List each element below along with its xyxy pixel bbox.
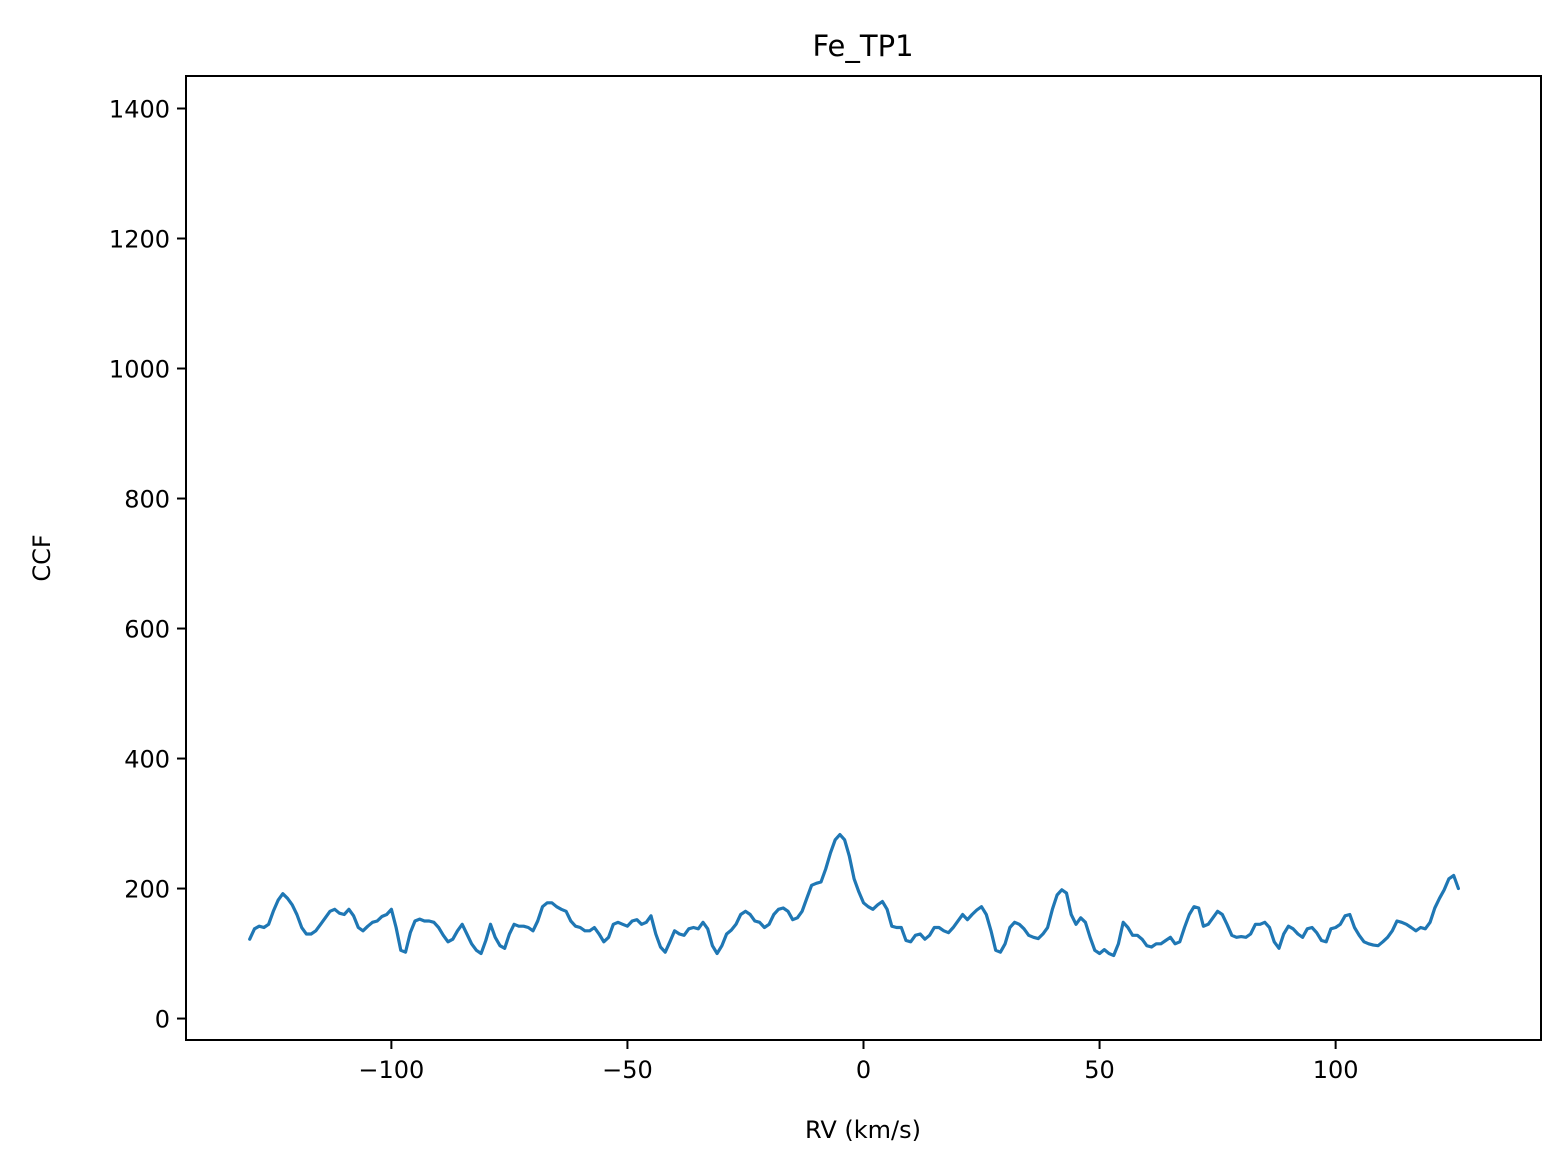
plot-area [185,75,1542,1041]
y-tick-label: 1000 [109,356,170,384]
y-tick-label: 600 [124,616,170,644]
x-tick-label: −50 [602,1056,653,1084]
x-tick-label: 50 [1084,1056,1115,1084]
y-tick-label: 800 [124,486,170,514]
x-tick-label: 100 [1313,1056,1359,1084]
y-axis-label: CCF [28,534,56,581]
x-tick-label: −100 [358,1056,424,1084]
y-tick-label: 1200 [109,226,170,254]
x-tick-label: 0 [856,1056,871,1084]
y-axis-ticks: 0 200 400 600 800 1000 1200 1400 [109,96,186,1034]
x-axis-label: RV (km/s) [805,1116,921,1144]
y-tick-label: 0 [155,1006,170,1034]
y-tick-label: 1400 [109,96,170,124]
y-tick-label: 200 [124,876,170,904]
y-tick-label: 400 [124,746,170,774]
x-axis-ticks: −100 −50 0 50 100 [358,1040,1359,1084]
chart-title: Fe_TP1 [812,29,913,63]
series-line-fe-tp1 [248,833,1460,958]
